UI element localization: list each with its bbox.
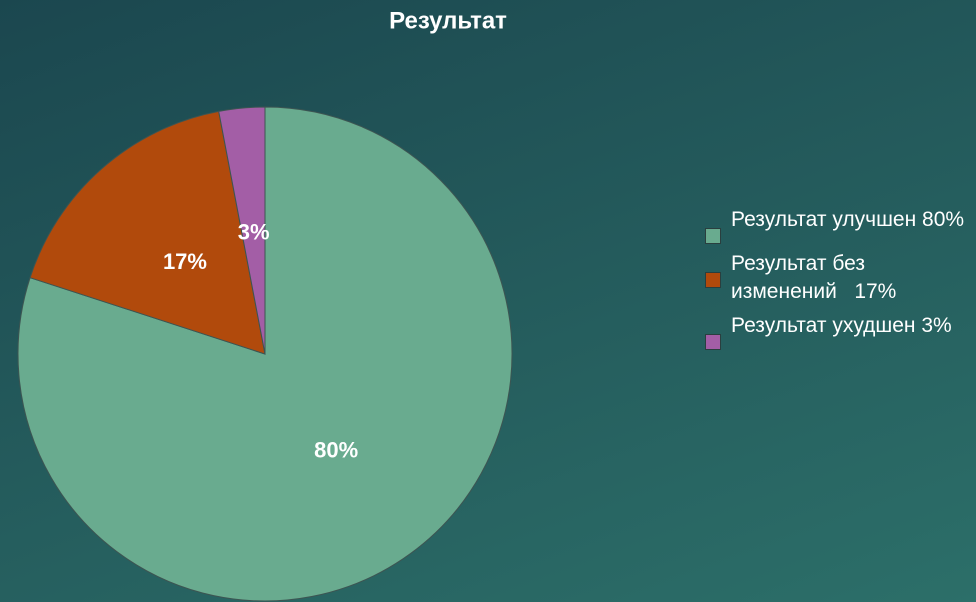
legend-item: Результат без изменений 17% bbox=[705, 250, 976, 306]
pie-slice bbox=[17, 106, 513, 602]
legend-swatch bbox=[705, 228, 721, 244]
legend-label: Результат улучшен 80% bbox=[731, 208, 965, 231]
data-label: 17% bbox=[163, 249, 207, 274]
legend-swatch bbox=[705, 334, 721, 350]
data-label: 80% bbox=[314, 438, 358, 463]
chart-title: Результат bbox=[389, 7, 507, 34]
legend-swatch bbox=[705, 272, 721, 288]
legend-item: Результат ухудшен 3% bbox=[705, 312, 976, 350]
legend-label: Результат ухудшен 3% bbox=[731, 314, 952, 337]
data-label: 3% bbox=[238, 219, 270, 244]
pie-slice bbox=[218, 106, 266, 355]
legend-item: Результат улучшен 80% bbox=[705, 206, 976, 244]
legend-label: Результат без изменений 17% bbox=[731, 252, 897, 303]
pie-slice bbox=[29, 110, 266, 355]
legend: Результат улучшен 80% Результат без измен… bbox=[705, 206, 976, 356]
